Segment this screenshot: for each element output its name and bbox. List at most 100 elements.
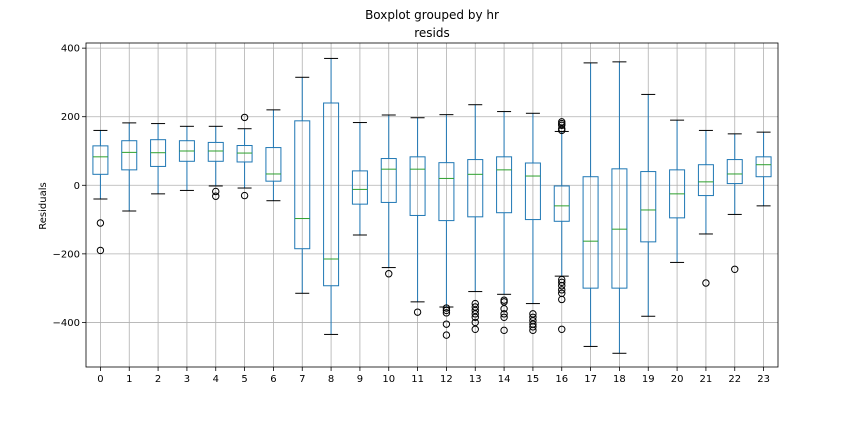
x-tick-label: 13 — [469, 374, 482, 385]
iqr-box — [207, 141, 224, 162]
iqr-box — [121, 140, 138, 171]
outlier-point — [212, 192, 220, 200]
outlier-point — [500, 305, 508, 313]
y-tick-label: −400 — [53, 318, 80, 329]
box-group-5 — [236, 113, 253, 200]
box-group-13 — [467, 104, 484, 333]
x-tick-label: 17 — [584, 374, 597, 385]
y-tick-label: 200 — [61, 112, 80, 123]
box-group-19 — [640, 93, 657, 317]
outlier-point — [500, 310, 508, 318]
grid-layer — [86, 43, 778, 367]
iqr-box — [409, 156, 426, 216]
outlier-point — [413, 308, 422, 316]
box-group-9 — [351, 122, 368, 236]
outlier-point — [558, 278, 566, 287]
outlier-point — [442, 306, 451, 315]
iqr-box — [553, 185, 570, 222]
outlier-point — [471, 313, 479, 321]
plot-frame — [85, 42, 779, 368]
iqr-box — [697, 164, 714, 197]
chart-title: resids — [414, 26, 450, 40]
box-group-23 — [755, 131, 772, 207]
x-tick-label: 18 — [613, 374, 626, 385]
y-tick-label: 0 — [74, 181, 80, 192]
outlier-point — [240, 113, 249, 122]
iqr-box — [496, 156, 513, 214]
iqr-box — [438, 162, 455, 222]
iqr-box — [467, 159, 484, 218]
x-tick-label: 7 — [299, 374, 305, 385]
iqr-box — [265, 147, 282, 182]
box-group-8 — [323, 57, 340, 335]
outlier-point — [558, 295, 566, 304]
x-tick-label: 11 — [411, 374, 424, 385]
iqr-box — [294, 120, 311, 250]
x-tick-label: 9 — [357, 374, 363, 385]
outlier-point — [471, 325, 479, 333]
x-tick-label: 21 — [700, 374, 713, 385]
iqr-box — [726, 159, 743, 185]
iqr-box — [611, 168, 628, 289]
y-axis-label: Residuals — [38, 182, 49, 229]
x-tick-label: 5 — [241, 374, 247, 385]
iqr-box — [582, 176, 599, 289]
box-group-15 — [524, 112, 541, 335]
x-tick-label: 4 — [213, 374, 219, 385]
outlier-point — [731, 265, 739, 273]
box-group-10 — [380, 114, 397, 278]
outlier-point — [442, 309, 451, 317]
x-tick-label: 22 — [728, 374, 741, 385]
outlier-point — [442, 320, 451, 328]
box-group-22 — [726, 133, 743, 273]
outlier-point — [442, 331, 451, 339]
box-group-3 — [178, 125, 195, 191]
outlier-point — [558, 118, 566, 126]
y-tick-label: −200 — [53, 249, 80, 260]
chart-suptitle: Boxplot grouped by hr — [365, 8, 499, 22]
x-tick-label: 10 — [382, 374, 395, 385]
iqr-box — [236, 145, 253, 163]
x-tick-label: 1 — [126, 374, 132, 385]
outlier-point — [96, 246, 105, 255]
outlier-point — [212, 187, 220, 196]
outlier-point — [385, 270, 393, 278]
box-group-7 — [294, 76, 311, 294]
outlier-point — [558, 286, 566, 294]
iqr-box — [640, 171, 657, 243]
iqr-box — [755, 156, 772, 178]
iqr-box — [380, 158, 397, 203]
outlier-point — [702, 279, 710, 287]
x-tick-label: 16 — [555, 374, 568, 385]
box-group-4 — [207, 125, 224, 200]
box-group-2 — [150, 123, 167, 195]
outlier-point — [558, 282, 566, 290]
outlier-point — [471, 310, 479, 318]
box-group-14 — [496, 111, 513, 335]
x-tick-label: 15 — [527, 374, 540, 385]
outlier-point — [240, 191, 249, 200]
iqr-box — [524, 162, 541, 221]
iqr-box — [351, 170, 368, 205]
outlier-point — [442, 304, 451, 312]
outlier-point — [529, 326, 537, 335]
box-group-18 — [611, 61, 628, 354]
x-tick-label: 20 — [671, 374, 684, 385]
iqr-box — [92, 145, 109, 175]
x-tick-label: 8 — [328, 374, 334, 385]
outlier-point — [558, 325, 566, 333]
x-tick-label: 6 — [270, 374, 276, 385]
box-group-17 — [582, 62, 599, 347]
box-group-6 — [265, 109, 282, 202]
x-tick-label: 3 — [184, 374, 190, 385]
x-tick-label: 0 — [97, 374, 103, 385]
iqr-box — [323, 102, 340, 287]
box-group-12 — [438, 114, 455, 339]
x-tick-label: 19 — [642, 374, 655, 385]
box-group-20 — [669, 119, 686, 263]
box-group-21 — [697, 129, 714, 287]
box-group-11 — [409, 117, 426, 316]
outlier-point — [529, 323, 537, 331]
